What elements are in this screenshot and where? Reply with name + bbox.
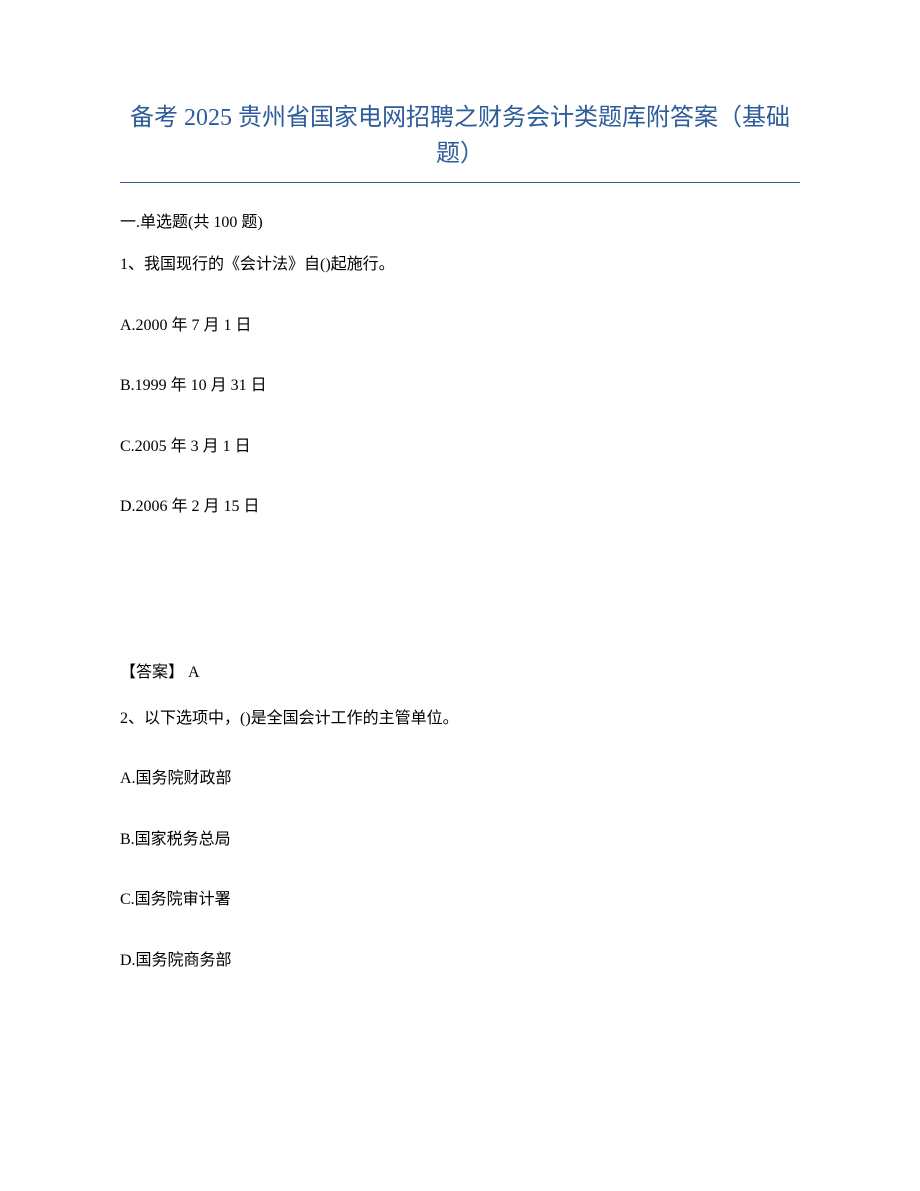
question-2-option-a: A.国务院财政部 <box>120 766 800 792</box>
question-1-text: 1、我国现行的《会计法》自()起施行。 <box>120 252 800 278</box>
question-1-option-c: C.2005 年 3 月 1 日 <box>120 434 800 460</box>
question-1-option-a: A.2000 年 7 月 1 日 <box>120 313 800 339</box>
title-underline <box>120 182 800 183</box>
question-2-option-d: D.国务院商务部 <box>120 948 800 974</box>
question-1-option-b: B.1999 年 10 月 31 日 <box>120 373 800 399</box>
section-header: 一.单选题(共 100 题) <box>120 208 800 232</box>
question-2-option-c: C.国务院审计署 <box>120 887 800 913</box>
document-title: 备考 2025 贵州省国家电网招聘之财务会计类题库附答案（基础题） <box>120 100 800 172</box>
question-1-answer: 【答案】 A <box>120 660 800 686</box>
question-2-text: 2、以下选项中，()是全国会计工作的主管单位。 <box>120 706 800 732</box>
question-2-option-b: B.国家税务总局 <box>120 827 800 853</box>
question-1-option-d: D.2006 年 2 月 15 日 <box>120 494 800 520</box>
